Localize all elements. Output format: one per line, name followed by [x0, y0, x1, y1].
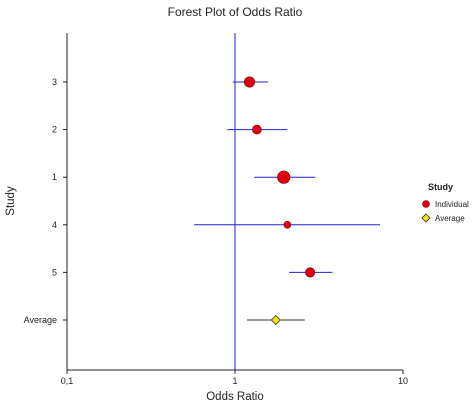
x-tick-label: 10: [398, 376, 408, 386]
legend-marker: [421, 213, 431, 223]
point-estimate: [277, 170, 291, 184]
legend-label: Individual: [435, 200, 469, 209]
pooled-estimate: [270, 314, 281, 326]
y-tick-label: 3: [52, 77, 57, 87]
y-tick-label: 2: [52, 125, 57, 135]
y-tick-label: 4: [52, 220, 57, 230]
y-tick-label: 5: [52, 267, 57, 277]
x-tick-label: 1: [232, 376, 237, 386]
chart-title: Forest Plot of Odds Ratio: [168, 5, 303, 19]
point-estimate: [305, 267, 316, 278]
x-axis-label: Odds Ratio: [206, 391, 264, 403]
legend-marker: [422, 200, 430, 208]
y-tick-label: 1: [52, 172, 57, 182]
x-ticks: 0,1 1 10: [61, 370, 408, 386]
legend-label: Average: [435, 214, 465, 223]
legend: Study Individual Average: [421, 182, 469, 223]
legend-title: Study: [428, 182, 453, 192]
point-estimate: [252, 124, 262, 135]
plot-marks: [193, 76, 381, 326]
y-axis-label: Study: [5, 186, 17, 216]
x-tick-label: 0,1: [61, 376, 74, 386]
y-tick-label: Average: [24, 315, 57, 325]
y-ticks: 3 2 1 4 5 Average: [24, 77, 67, 325]
point-estimate: [283, 221, 292, 229]
point-estimate: [243, 76, 256, 88]
